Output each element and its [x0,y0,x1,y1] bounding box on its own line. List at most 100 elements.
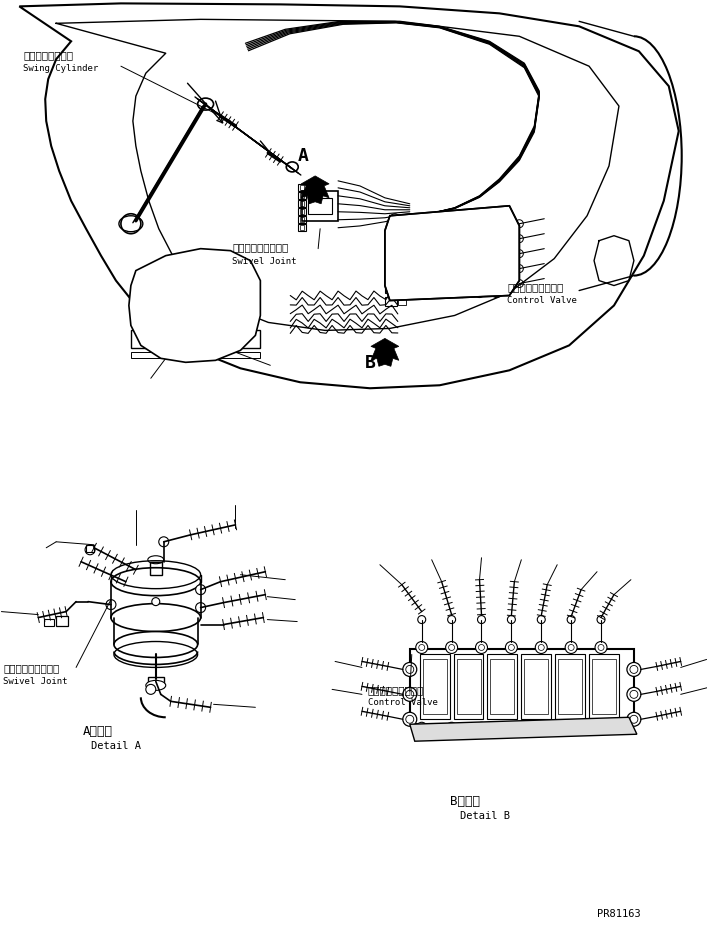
Bar [592,659,616,714]
Text: A　詳細: A 詳細 [83,726,113,738]
Bar [589,655,619,719]
Ellipse shape [286,162,298,172]
Text: PR81163: PR81163 [597,909,641,919]
Ellipse shape [111,604,200,632]
Circle shape [568,644,574,651]
Bar [300,184,304,190]
Text: スイングシリンダ: スイングシリンダ [23,50,74,61]
Bar [398,270,406,277]
Bar [385,296,396,307]
Circle shape [440,214,450,224]
Circle shape [418,644,425,651]
Bar [558,659,582,714]
Bar [300,209,304,214]
Circle shape [476,641,488,654]
Circle shape [538,644,544,651]
Text: コントロールバルブ: コントロールバルブ [368,685,424,695]
Bar [410,650,634,725]
Circle shape [407,288,417,297]
Circle shape [627,662,641,676]
Bar [298,208,306,215]
Bar [86,545,94,552]
Circle shape [447,722,457,732]
Circle shape [449,644,455,651]
Circle shape [565,641,577,654]
Circle shape [403,662,417,676]
Bar [488,655,518,719]
Bar [300,193,304,198]
Polygon shape [19,4,679,388]
Bar [555,655,585,719]
Bar [148,677,164,688]
Circle shape [627,712,641,727]
Bar [298,184,306,191]
Polygon shape [410,717,637,742]
Circle shape [390,214,400,224]
Bar [298,216,306,222]
Ellipse shape [111,568,200,596]
Circle shape [479,644,484,651]
Circle shape [535,641,547,654]
Bar [300,217,304,221]
Circle shape [477,616,486,623]
Circle shape [445,641,457,654]
Bar [302,191,338,220]
Bar [385,240,396,251]
Bar [525,659,548,714]
Text: Control Valve: Control Valve [368,698,438,708]
Bar [298,192,306,199]
Polygon shape [129,249,261,362]
Text: スイベルジョイント: スイベルジョイント [4,663,59,674]
Bar [398,297,406,306]
Ellipse shape [198,98,214,110]
Bar [385,283,396,292]
Text: Swivel Joint: Swivel Joint [232,256,297,266]
Bar [457,659,481,714]
Bar [131,352,261,359]
Polygon shape [301,176,329,203]
Bar [398,284,406,291]
Circle shape [597,616,605,623]
Circle shape [152,598,160,605]
Circle shape [508,644,515,651]
Bar [385,254,396,265]
Text: Detail A: Detail A [91,741,141,751]
Bar [150,562,161,575]
Circle shape [536,722,547,732]
Circle shape [506,722,516,732]
Ellipse shape [146,680,166,691]
Circle shape [416,641,428,654]
Circle shape [508,616,515,623]
Bar [398,241,406,250]
Text: B: B [365,355,376,373]
Text: A: A [297,147,308,165]
Bar [491,659,515,714]
Ellipse shape [114,632,198,657]
Bar [131,330,261,348]
Text: Swivel Joint: Swivel Joint [4,677,68,687]
Bar [398,255,406,264]
Circle shape [85,545,95,554]
Bar [300,201,304,206]
Circle shape [491,288,501,297]
Circle shape [447,616,456,623]
Circle shape [417,722,427,732]
Circle shape [418,616,426,623]
Circle shape [567,616,575,623]
Bar [423,659,447,714]
Text: Detail B: Detail B [459,811,510,821]
Circle shape [403,712,417,727]
Circle shape [195,585,205,595]
Circle shape [121,214,141,234]
Circle shape [156,275,215,336]
Circle shape [457,288,467,297]
Circle shape [474,288,484,297]
Circle shape [627,688,641,701]
Circle shape [596,722,606,732]
Circle shape [506,641,518,654]
Circle shape [423,214,434,224]
Circle shape [491,214,501,224]
Text: B　詳細: B 詳細 [450,795,479,808]
Polygon shape [385,206,520,301]
Circle shape [476,722,486,732]
